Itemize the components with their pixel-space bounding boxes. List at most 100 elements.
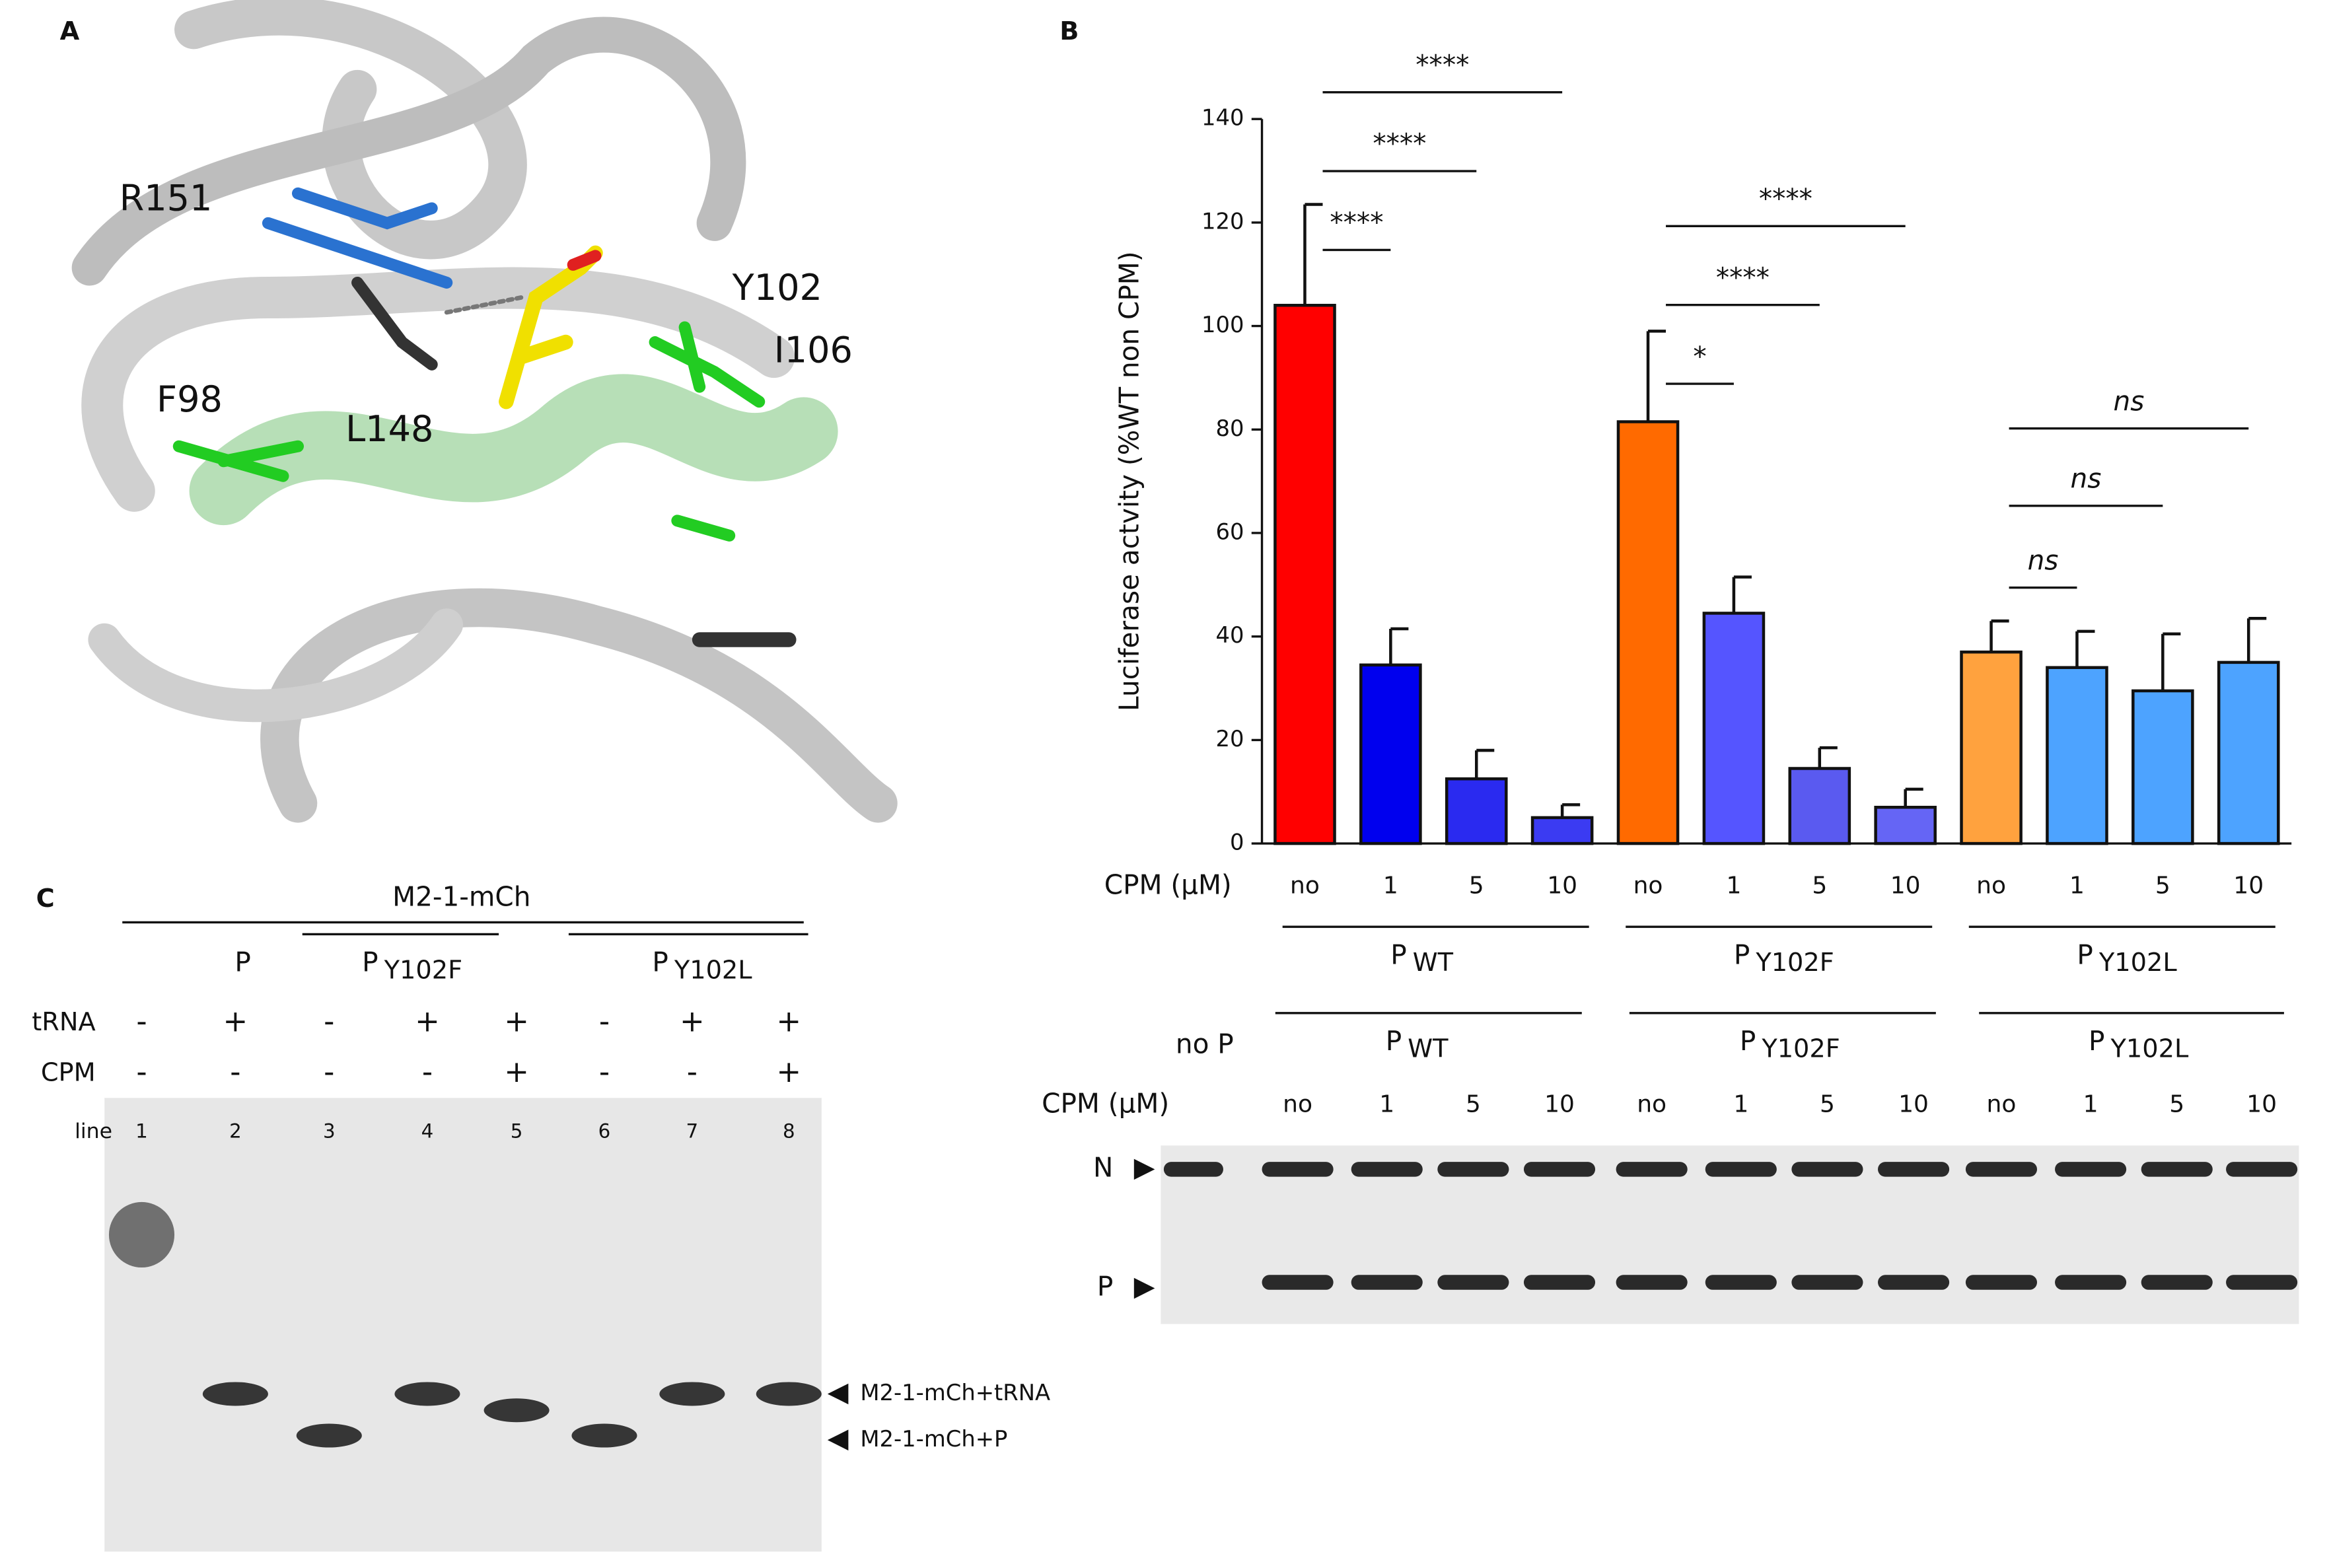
gel-group-name: P xyxy=(234,946,250,978)
blot-band xyxy=(1262,1162,1334,1177)
blot-lane-label: no xyxy=(1987,1091,2017,1118)
blot-band-label: P xyxy=(1097,1271,1113,1302)
gel-lane-label: 1 xyxy=(135,1120,148,1143)
x-tick-label: 1 xyxy=(1383,872,1398,899)
y-tick-label: 80 xyxy=(1216,415,1244,441)
blot-band xyxy=(1437,1275,1509,1290)
gel-band xyxy=(659,1382,725,1406)
bar xyxy=(1359,663,1422,845)
blot-lane-label: 5 xyxy=(1820,1091,1835,1118)
significance-label: **** xyxy=(1759,183,1812,215)
residue-label: R151 xyxy=(120,178,213,219)
blot-band xyxy=(1437,1162,1509,1177)
blot-band xyxy=(2141,1162,2213,1177)
x-tick-label: no xyxy=(1976,872,2006,899)
y-tick-label: 20 xyxy=(1216,726,1244,752)
gel-band xyxy=(571,1423,637,1448)
protein-structure xyxy=(71,0,898,823)
gel-row-value: - xyxy=(687,1054,698,1089)
blot-band xyxy=(1878,1162,1950,1177)
group-name: P xyxy=(2077,939,2093,970)
gel-row-value: - xyxy=(599,1004,610,1039)
bar xyxy=(1702,612,1766,845)
gel-lane-label: 7 xyxy=(686,1120,699,1143)
blot-lane-label: 5 xyxy=(1466,1091,1481,1118)
blot-band xyxy=(1705,1275,1777,1290)
x-tick-label: 5 xyxy=(1812,872,1827,899)
blot-lane-label: no xyxy=(1637,1091,1666,1118)
x-tick-label: 1 xyxy=(2069,872,2085,899)
blot-band xyxy=(1523,1162,1596,1177)
panel-label: A xyxy=(60,17,80,46)
gel-band xyxy=(756,1382,822,1406)
blot-band xyxy=(1965,1275,2038,1290)
gel-band xyxy=(202,1382,268,1406)
x-tick-label: 10 xyxy=(1547,872,1577,899)
blot-lane-label: no xyxy=(1283,1091,1312,1118)
panel-label: B xyxy=(1059,17,1079,46)
gel-band xyxy=(108,1201,175,1268)
residue-label: Y102 xyxy=(732,267,822,308)
gel-lane-label: 3 xyxy=(323,1120,336,1143)
x-tick-label: 5 xyxy=(2155,872,2170,899)
gel-row-value: + xyxy=(504,1004,529,1039)
gel-row-value: - xyxy=(599,1054,610,1089)
significance-label: ns xyxy=(2114,385,2145,417)
gel-row-label: CPM xyxy=(41,1058,96,1088)
gel-row-value: + xyxy=(680,1004,705,1039)
x-tick-label: no xyxy=(1633,872,1663,899)
blot-band xyxy=(2141,1275,2213,1290)
arrowhead xyxy=(827,1383,849,1405)
x-axis-title: CPM (µM) xyxy=(1104,869,1232,900)
arrowhead xyxy=(1133,1277,1155,1299)
x-tick-label: 10 xyxy=(1890,872,1921,899)
x-tick-label: 10 xyxy=(2233,872,2264,899)
gel-lane-label: 8 xyxy=(783,1120,795,1143)
x-tick-label: 1 xyxy=(1726,872,1741,899)
group-variant: Y102L xyxy=(2110,1034,2189,1064)
group-variant: WT xyxy=(1408,1034,1449,1064)
arrowhead xyxy=(827,1429,849,1451)
y-tick-label: 100 xyxy=(1201,312,1244,338)
gel-row-value: - xyxy=(422,1054,433,1089)
x-tick-label: 5 xyxy=(1469,872,1484,899)
blot-lane-label: 1 xyxy=(1379,1091,1394,1118)
blot-band xyxy=(1791,1162,1863,1177)
gel-row-value: + xyxy=(504,1054,529,1089)
blot-band-label: N xyxy=(1093,1151,1113,1183)
x-tick-label: no xyxy=(1290,872,1320,899)
gel-band-label: M2-1-mCh+tRNA xyxy=(860,1380,1050,1406)
significance-label: ns xyxy=(2071,463,2102,495)
blot-band xyxy=(1262,1275,1334,1290)
blot-lane-label: 10 xyxy=(2246,1091,2277,1118)
blot-band xyxy=(1523,1275,1596,1290)
significance-label: **** xyxy=(1373,128,1426,160)
group-name: P xyxy=(1734,939,1750,970)
group-variant: Y102F xyxy=(1755,948,1834,978)
y-axis-title: Luciferase actvity (%WT non CPM) xyxy=(1113,251,1145,711)
blot-band xyxy=(1965,1162,2038,1177)
blot-band xyxy=(1351,1162,1423,1177)
blot-band xyxy=(2226,1275,2298,1290)
y-tick-label: 140 xyxy=(1201,105,1244,131)
blot-band xyxy=(1351,1275,1423,1290)
gel-lane-label: 4 xyxy=(421,1120,434,1143)
blot-band xyxy=(1616,1162,1688,1177)
blot-band xyxy=(1616,1275,1688,1290)
y-tick-label: 0 xyxy=(1230,830,1244,855)
group-name: P xyxy=(362,946,378,978)
gel xyxy=(104,1098,822,1552)
bar xyxy=(2046,666,2108,845)
gel-row-value: + xyxy=(776,1054,801,1089)
group-variant: Y102F xyxy=(1761,1034,1840,1064)
bar xyxy=(1788,767,1851,845)
bar xyxy=(1273,303,1336,845)
bar xyxy=(1616,420,1680,845)
gel-lane-title: line xyxy=(75,1120,112,1143)
gel-row-value: + xyxy=(776,1004,801,1039)
gel-row-value: + xyxy=(415,1004,440,1039)
significance-label: **** xyxy=(1415,49,1469,81)
significance-label: ns xyxy=(2028,544,2059,576)
gel-row-value: - xyxy=(324,1004,334,1039)
